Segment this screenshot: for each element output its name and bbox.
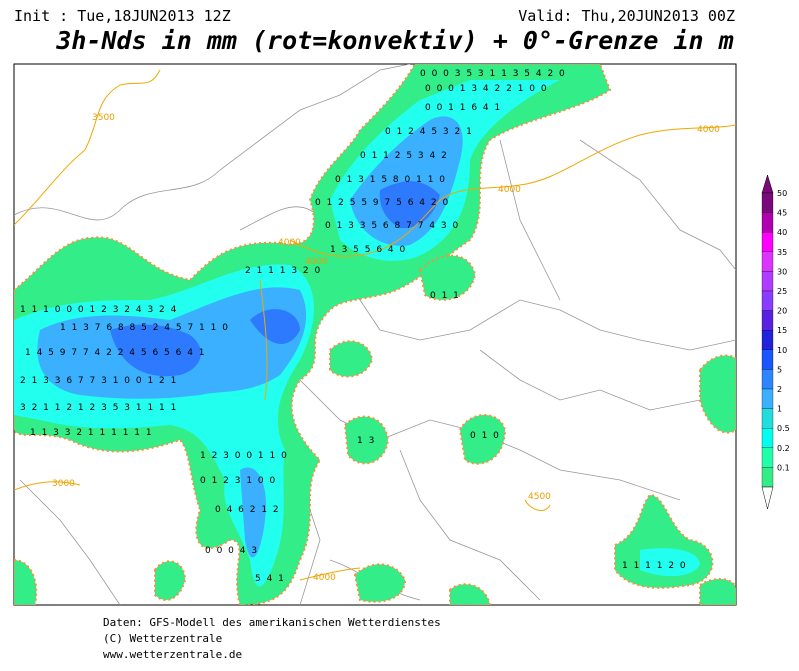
colorbar-segment <box>761 290 774 311</box>
colorbar-segment <box>761 349 774 370</box>
footer-source: Daten: GFS-Modell des amerikanischen Wet… <box>103 616 441 629</box>
precip-values: 2 1 1 1 3 2 0 <box>245 266 321 276</box>
colorbar-label: 0.5 <box>777 424 790 433</box>
precip-values: 1 1 1 0 0 0 1 2 3 2 4 3 2 4 <box>20 305 177 315</box>
precip-values: 0 1 3 1 5 8 0 1 1 0 <box>335 175 445 185</box>
colorbar-label: 1 <box>777 405 782 414</box>
isoline-label: 4500 <box>528 492 551 502</box>
borders <box>14 64 736 605</box>
precip-values: 0 4 6 2 1 2 <box>215 505 279 515</box>
precip-values: 1 1 3 7 6 8 8 5 2 4 5 7 1 1 0 <box>60 323 228 333</box>
colorbar-label: 15 <box>777 326 787 335</box>
colorbar-label: 40 <box>777 228 787 237</box>
colorbar-bottom-arrow <box>761 486 774 510</box>
colorbar-label: 50 <box>777 189 787 198</box>
colorbar-segment <box>761 310 774 331</box>
isoline-label: 4000 <box>498 185 521 195</box>
precip-values: 1 3 <box>357 436 374 446</box>
valid-time: Valid: Thu,20JUN2013 00Z <box>518 7 735 25</box>
isoline-label: 4000 <box>278 238 301 248</box>
precip-values: 0 1 1 <box>430 291 459 301</box>
precip-values: 1 3 5 5 6 4 0 <box>330 245 406 255</box>
freezing-level-isolines <box>14 69 736 581</box>
footer-copyright: (C) Wetterzentrale <box>103 632 222 645</box>
colorbar-label: 2 <box>777 385 782 394</box>
map <box>13 63 737 606</box>
precip-values: 1 1 1 1 2 0 <box>622 561 686 571</box>
colorbar-segment <box>761 251 774 272</box>
colorbar-segment <box>761 467 774 488</box>
colorbar-segment <box>761 232 774 252</box>
colorbar-segment <box>761 212 774 233</box>
colorbar-label: 45 <box>777 209 787 218</box>
precip-values: 0 1 2 5 5 9 7 5 6 4 2 0 <box>315 198 448 208</box>
isoline-label: 4000 <box>305 257 328 267</box>
precip-values: 0 0 0 1 3 4 2 2 1 0 0 <box>425 84 547 94</box>
colorbar-segment <box>761 330 774 350</box>
colorbar-label: 5 <box>777 365 782 374</box>
precip-values: 0 1 0 <box>470 431 499 441</box>
precip-values: 0 0 1 1 6 4 1 <box>425 103 500 113</box>
colorbar-top-arrow <box>761 174 774 194</box>
precip-values: 0 1 2 3 1 0 0 <box>200 476 276 486</box>
footer-url: www.wetterzentrale.de <box>103 648 242 661</box>
precip-values: 0 0 0 3 5 3 1 1 3 5 4 2 0 <box>420 69 565 79</box>
colorbar-segment <box>761 408 774 429</box>
precip-values: 3 2 1 1 2 1 2 3 5 3 1 1 1 1 <box>20 403 176 413</box>
colorbar-label: 0.1 <box>777 463 790 472</box>
init-time: Init : Tue,18JUN2013 12Z <box>14 7 231 25</box>
colorbar-segment <box>761 369 774 390</box>
precip-values: 0 0 0 4 3 <box>205 546 257 556</box>
colorbar-label: 20 <box>777 307 787 316</box>
colorbar-label: 35 <box>777 248 787 257</box>
precip-values: 2 1 3 3 6 7 7 3 1 0 0 1 2 1 <box>20 376 176 386</box>
colorbar-segment <box>761 271 774 292</box>
isoline-label: 4000 <box>313 573 336 583</box>
colorbar-segment <box>761 192 774 213</box>
colorbar-segment <box>761 447 774 468</box>
precip-values: 0 1 2 4 5 3 2 1 <box>385 127 472 137</box>
isoline-label: 3000 <box>52 479 75 489</box>
colorbar: 50 45 40 35 30 25 20 15 10 5 2 1 0.5 0.2 0.1 <box>761 174 790 510</box>
colorbar-segment <box>761 428 774 448</box>
precip-values: 1 2 3 0 0 1 1 0 <box>200 451 287 461</box>
precip-values: 1 1 3 3 2 1 1 1 1 1 1 <box>30 428 152 438</box>
isoline-label: 4000 <box>697 125 720 135</box>
colorbar-label: 25 <box>777 287 787 296</box>
map-title: 3h-Nds in mm (rot=konvektiv) + 0°-Grenze… <box>55 26 733 55</box>
colorbar-segment <box>761 388 774 409</box>
colorbar-label: 30 <box>777 267 787 276</box>
colorbar-label: 0.2 <box>777 444 790 453</box>
precipitation-areas <box>14 64 736 605</box>
precip-values: 0 1 3 3 5 6 8 7 7 4 3 0 <box>325 221 458 231</box>
precip-values: 5 4 1 <box>255 574 284 584</box>
isoline-label: 3500 <box>92 113 115 123</box>
precip-values: 0 1 1 2 5 3 4 2 <box>360 151 447 161</box>
precip-values: 1 4 5 9 7 7 4 2 2 4 5 6 5 6 4 1 <box>25 348 205 358</box>
colorbar-label: 10 <box>777 346 787 355</box>
